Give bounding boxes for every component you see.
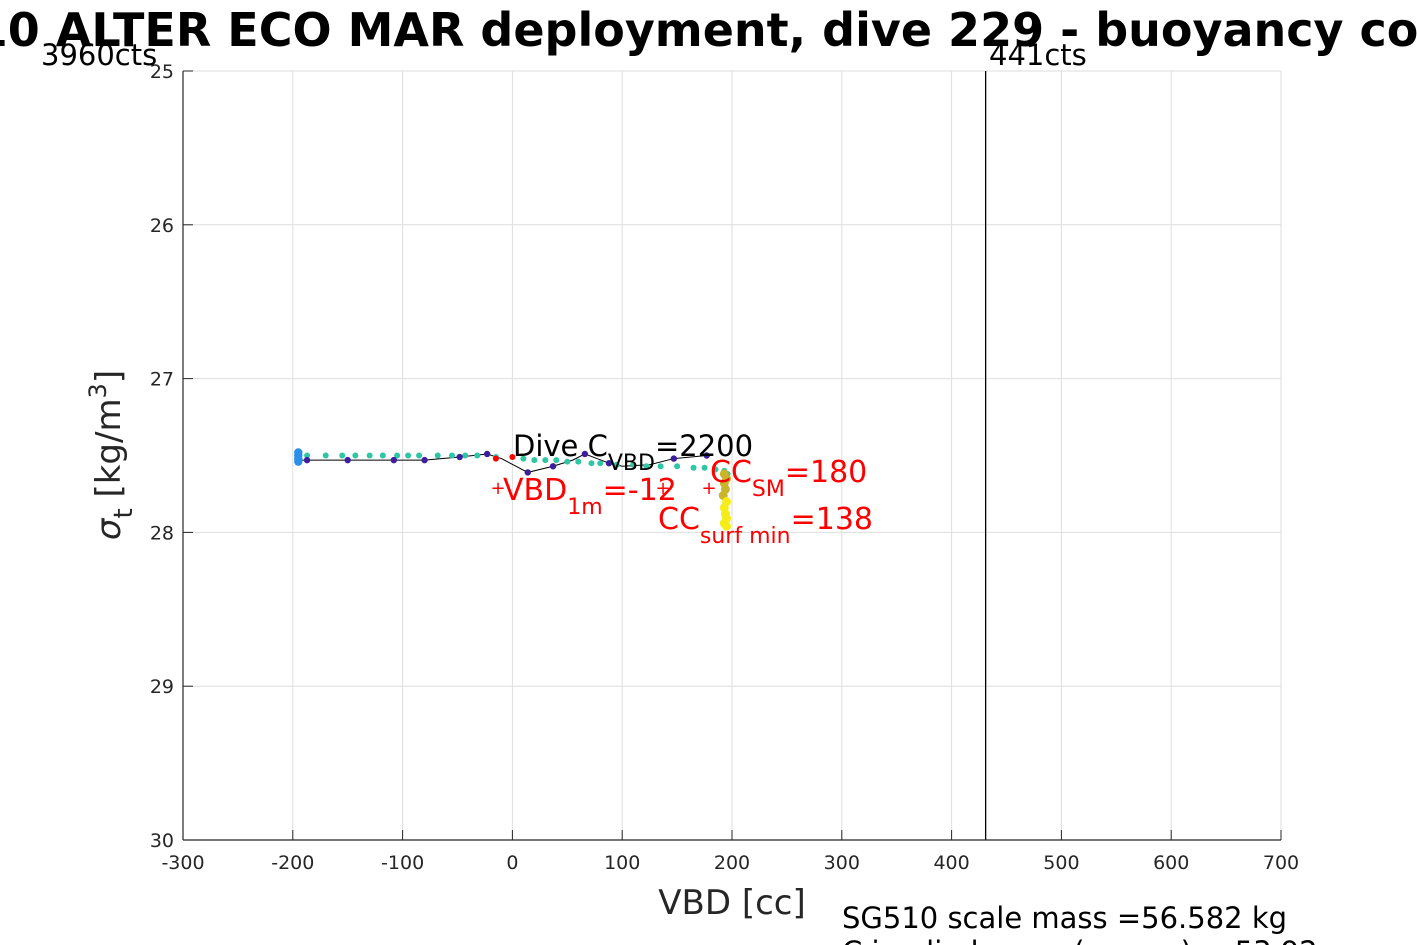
annotations: Dive CVBD=2200+VBD1m=-12 +CCSM=180+CCsurf…: [490, 429, 873, 549]
y-tick-label: 25: [150, 61, 174, 83]
footer-line-1: SG510 scale mass =56.582 kg: [842, 901, 1287, 935]
data-point-purple: [581, 450, 589, 458]
data-point-purple: [703, 452, 710, 459]
x-tick-label: -100: [381, 852, 424, 874]
data-point-teal: [379, 452, 386, 459]
data-point-teal: [462, 452, 469, 459]
dive-c-vbd-label: Dive CVBD=2200: [513, 429, 753, 476]
axes: [182, 70, 1282, 841]
data-point-purple: [344, 456, 351, 464]
data-point-teal: [643, 463, 650, 470]
y-axis-label: σt [kg/m3]: [84, 370, 139, 540]
data-point-teal: [520, 455, 527, 462]
x-tick-label: 300: [824, 852, 860, 874]
data-point-teal: [416, 452, 423, 459]
x-tick-label: 200: [714, 852, 750, 874]
data-point-teal: [597, 460, 604, 467]
chart-title: SG510 ALTER ECO MAR deployment, dive 229…: [0, 3, 1417, 57]
data-point-teal: [434, 452, 441, 459]
x-tick-label: 500: [1043, 852, 1079, 874]
x-tick-labels: -300 -200 -100 0 100 200 300 400 500 600 700: [161, 852, 1299, 874]
data-point-purple: [549, 463, 557, 470]
data-point-teal: [657, 463, 664, 470]
data-point-teal: [701, 464, 708, 471]
x-axis-label: VBD [cc]: [658, 883, 806, 923]
data-point-teal: [449, 452, 456, 459]
data-point-purple: [605, 459, 613, 467]
data-point-teal: [564, 458, 571, 465]
data-point-teal: [339, 452, 346, 459]
grid: [182, 70, 1282, 841]
data-point-teal: [394, 452, 401, 459]
data-point-teal: [613, 461, 620, 468]
vbd-1m-label: VBD1m=-12: [503, 473, 677, 520]
data-point-teal: [542, 457, 549, 464]
limit-label-right: 441cts: [989, 38, 1087, 72]
footer-line-2: C implied mass (sensor) = 53.92: [842, 935, 1318, 945]
data-point-teal: [690, 464, 697, 471]
y-tick-label: 26: [150, 215, 174, 237]
data-point-red: [492, 455, 499, 462]
data-point-purple: [483, 450, 491, 458]
data-point-teal: [304, 452, 311, 459]
data-point-purple: [670, 455, 678, 462]
x-tick-label: 100: [604, 852, 640, 874]
data-point-purple: [303, 456, 311, 464]
data-point-blue: [294, 457, 303, 466]
data-point-purple: [456, 453, 463, 461]
y-tick-label: 28: [150, 522, 174, 544]
data-point-teal: [352, 452, 359, 459]
x-tick-label: -200: [271, 852, 314, 874]
x-tick-label: -300: [161, 852, 204, 874]
data-point-teal: [630, 461, 637, 468]
limit-label-left: 3960cts: [41, 38, 157, 72]
data-point-teal: [712, 466, 719, 473]
data-point-teal: [531, 457, 538, 464]
data-point-teal: [474, 452, 481, 459]
footer-line-2-rest: implied mass (sensor) = 53.92: [862, 935, 1317, 945]
y-tick-label: 30: [150, 830, 174, 852]
data-point-teal: [553, 457, 560, 464]
y-tick-label: 27: [150, 369, 174, 391]
cc-sm-marker: +: [701, 478, 716, 499]
data-point-purple: [524, 469, 531, 476]
cc-surf-min-label: CCsurf min=138: [658, 502, 873, 549]
y-tick-labels: 25 26 27 28 29 30: [150, 61, 174, 852]
data-point-teal: [405, 452, 412, 459]
cc-surf-min-marker: +: [655, 478, 670, 499]
cc-sm-label: CCSM=180: [710, 455, 867, 502]
data-point-teal: [674, 463, 681, 470]
data-point-teal: [366, 452, 373, 459]
data-point-yellow: [722, 521, 732, 531]
vbd-1m-marker: +: [490, 478, 505, 499]
x-tick-label: 600: [1153, 852, 1189, 874]
data-point-red: [509, 454, 516, 461]
data-point-teal: [322, 452, 329, 459]
data-point-teal: [575, 458, 582, 465]
data-point-purple: [421, 456, 428, 464]
data-point-purple: [390, 456, 398, 464]
x-tick-label: 400: [933, 852, 969, 874]
x-tick-label: 0: [506, 852, 518, 874]
x-tick-label: 700: [1263, 852, 1299, 874]
y-tick-label: 29: [150, 676, 174, 698]
footer-line-2-c: C: [842, 935, 862, 945]
y-axis-label-text: σt [kg/m3]: [84, 370, 139, 540]
data-series: [294, 448, 732, 531]
data-point-teal: [588, 460, 595, 467]
